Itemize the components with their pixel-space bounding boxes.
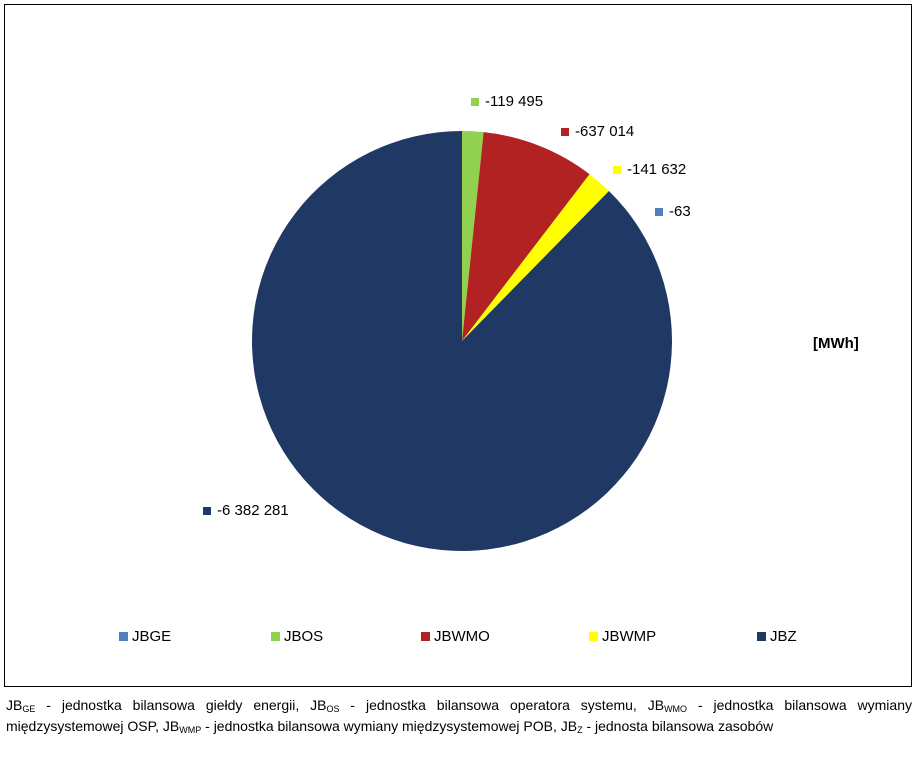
- chart-frame: [MWh] -63 -119 495 -637 014 -141 632 -6 382 …: [4, 4, 912, 687]
- legend-label: JBOS: [284, 628, 324, 645]
- legend-item-jbwmp: JBWMP: [589, 628, 656, 645]
- data-label-jbz: -6 382 281: [203, 502, 289, 519]
- data-label-swatch: [655, 207, 663, 216]
- unit-label: [MWh]: [813, 335, 859, 352]
- data-label-swatch: [203, 506, 211, 515]
- legend-label: JBGE: [132, 628, 172, 645]
- legend-swatch: [757, 632, 766, 641]
- pie-slice-jbwmo: [462, 132, 590, 341]
- data-label-jbwmo: -637 014: [561, 123, 634, 140]
- data-label-jbos: -119 495: [471, 93, 543, 110]
- legend-item-jbos: JBOS: [271, 628, 323, 645]
- pie-slice-jbwmp: [462, 174, 609, 341]
- legend-item-jbz: JBZ: [757, 628, 797, 645]
- data-label-text: -637 014: [575, 123, 635, 140]
- data-label-jbge: -63: [655, 203, 691, 220]
- data-label-text: -119 495: [485, 93, 544, 110]
- data-label-text: -141 632: [627, 161, 687, 178]
- data-label-jbwmp: -141 632: [613, 161, 686, 178]
- legend-label: JBWMO: [434, 628, 490, 645]
- pie-slice-jbz: [252, 131, 673, 551]
- pie-chart: [252, 131, 673, 551]
- data-label-swatch: [471, 97, 479, 106]
- legend-label: JBWMP: [602, 628, 657, 645]
- legend-swatch: [421, 632, 430, 641]
- data-label-swatch: [613, 165, 621, 174]
- legend-swatch: [271, 632, 280, 641]
- legend-swatch: [119, 632, 128, 641]
- legend-item-jbge: JBGE: [119, 628, 171, 645]
- data-label-swatch: [561, 127, 569, 136]
- legend-label: JBZ: [770, 628, 797, 645]
- pie-slice-jbos: [462, 131, 484, 341]
- footnote: JBGE - jednostka bilansowa giełdy energi…: [6, 697, 912, 735]
- data-label-text: -6 382 281: [217, 502, 289, 519]
- legend: JBGE JBOS JBWMO JBWMP JBZ: [5, 628, 913, 648]
- legend-item-jbwmo: JBWMO: [421, 628, 490, 645]
- data-label-text: -63: [669, 203, 691, 220]
- legend-swatch: [589, 632, 598, 641]
